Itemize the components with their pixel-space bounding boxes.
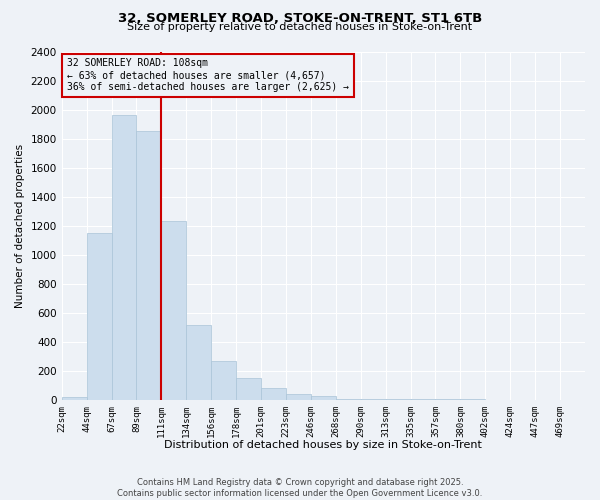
- Text: 32 SOMERLEY ROAD: 108sqm
← 63% of detached houses are smaller (4,657)
36% of sem: 32 SOMERLEY ROAD: 108sqm ← 63% of detach…: [67, 58, 349, 92]
- Bar: [236, 378, 261, 400]
- Bar: [211, 361, 236, 400]
- Bar: [286, 394, 311, 400]
- Bar: [261, 388, 286, 400]
- Bar: [112, 116, 136, 400]
- Bar: [86, 233, 112, 400]
- X-axis label: Distribution of detached houses by size in Stoke-on-Trent: Distribution of detached houses by size …: [164, 440, 482, 450]
- Text: 32, SOMERLEY ROAD, STOKE-ON-TRENT, ST1 6TB: 32, SOMERLEY ROAD, STOKE-ON-TRENT, ST1 6…: [118, 12, 482, 26]
- Bar: [62, 397, 86, 400]
- Bar: [336, 398, 361, 400]
- Bar: [161, 222, 186, 400]
- Bar: [186, 324, 211, 400]
- Bar: [136, 132, 161, 400]
- Bar: [311, 396, 336, 400]
- Text: Contains HM Land Registry data © Crown copyright and database right 2025.
Contai: Contains HM Land Registry data © Crown c…: [118, 478, 482, 498]
- Y-axis label: Number of detached properties: Number of detached properties: [15, 144, 25, 308]
- Text: Size of property relative to detached houses in Stoke-on-Trent: Size of property relative to detached ho…: [127, 22, 473, 32]
